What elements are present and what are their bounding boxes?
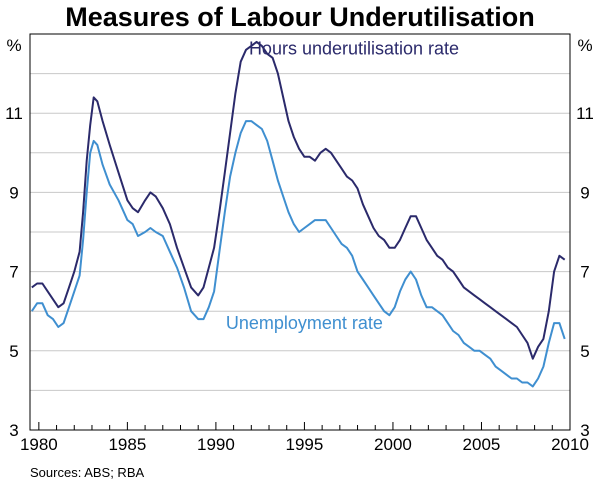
axis-tick-labels: 3 3 5 5 7 7 9 9 11 11 1980 1985 1990 1995 2000 2005 2010 (5, 104, 594, 454)
right-unit-label: % (577, 36, 592, 55)
x-tick-label: 1985 (108, 435, 146, 454)
y-tick-label-right: 5 (580, 342, 589, 361)
x-tick-label: 1990 (197, 435, 235, 454)
x-tick-label: 2005 (463, 435, 501, 454)
y-tick-label-left: 7 (9, 263, 18, 282)
y-tick-label-left: 11 (5, 104, 23, 123)
plot-frame (29, 33, 571, 431)
x-tick-label: 1980 (20, 435, 58, 454)
left-unit-label: % (6, 36, 21, 55)
unemployment-series-label: Unemployment rate (226, 313, 383, 333)
y-tick-label-left: 9 (9, 183, 18, 202)
y-tick-label-left: 5 (9, 342, 18, 361)
y-tick-label-right: 11 (576, 104, 594, 123)
x-tick-label: 2000 (374, 435, 412, 454)
chart-title: Measures of Labour Underutilisation (65, 2, 535, 32)
x-tick-label: 1995 (286, 435, 324, 454)
y-tick-label-right: 7 (580, 263, 589, 282)
y-tick-label-left: 3 (9, 421, 18, 440)
hours-line (31, 40, 566, 360)
source-note: Sources: ABS; RBA (30, 465, 144, 480)
y-tick-label-right: 9 (580, 183, 589, 202)
x-tick-label: 2010 (551, 435, 589, 454)
y-tick-label-right: 3 (580, 421, 589, 440)
series-lines (30, 40, 566, 388)
x-tick-marks (38, 422, 571, 430)
unemployment-line (30, 120, 566, 388)
hours-series-label: Hours underutilisation rate (249, 39, 459, 59)
